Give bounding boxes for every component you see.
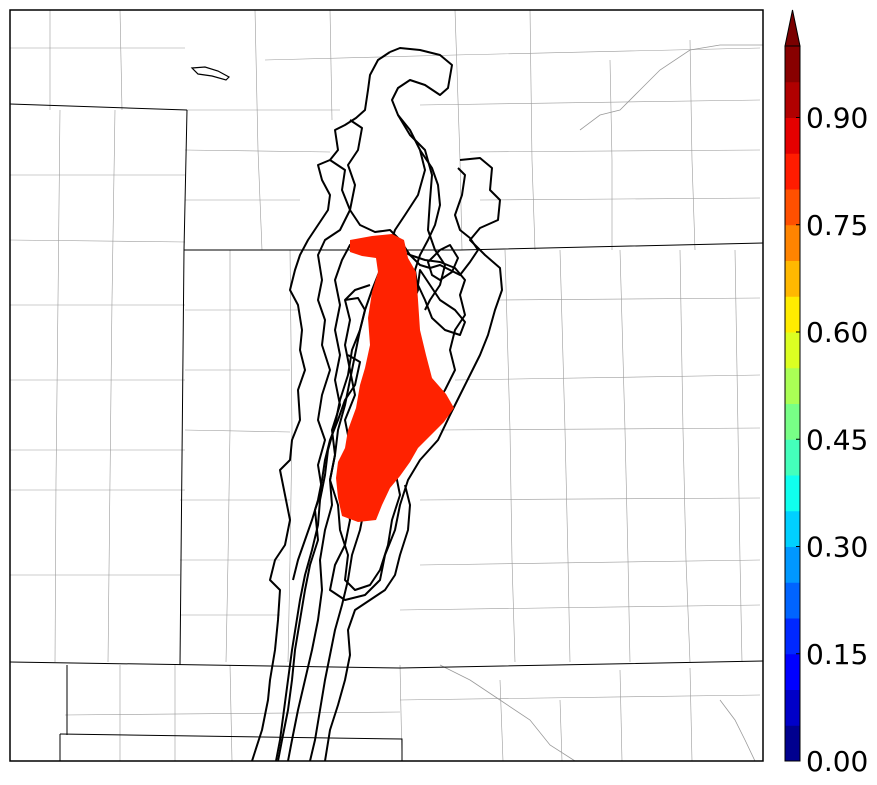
colorbar-tick-label: 0.30 (806, 531, 868, 564)
map-area (10, 10, 763, 761)
member-outline (292, 354, 361, 581)
colorbar-segment (785, 46, 800, 83)
colorbar-segment (785, 189, 800, 226)
colorbar-segment (785, 475, 800, 512)
colorbar-segment (785, 618, 800, 655)
colorbar-outline (784, 45, 801, 762)
map-frame (9, 9, 764, 762)
colorbar: 0.00 0.15 0.30 0.45 0.60 0.75 0.90 (784, 9, 868, 778)
colorbar-tick-label: 0.45 (806, 423, 868, 456)
colorbar-segment (785, 260, 800, 297)
member-outline (324, 484, 411, 761)
member-outline (389, 47, 453, 311)
colorbar-segment (785, 725, 800, 762)
colorbar-segment (785, 367, 800, 404)
colorbar-tick-label: 0.00 (806, 745, 868, 778)
member-outline (329, 159, 479, 276)
member-outline (251, 51, 391, 761)
colorbar-tick-label: 0.75 (806, 209, 868, 242)
colorbar-extend-arrow (784, 9, 801, 47)
colorbar-tick-label: 0.15 (806, 638, 868, 671)
colorbar-segment (785, 153, 800, 190)
colorbar-tick-label: 0.90 (806, 102, 868, 135)
colorbar-segment (785, 546, 800, 583)
colorbar-segment (785, 224, 800, 261)
member-outline (417, 269, 466, 336)
colorbar-segment (785, 689, 800, 726)
state-boundaries (10, 66, 763, 761)
colorbar-segment (785, 117, 800, 154)
member-outline (277, 119, 363, 761)
member-outline (329, 157, 503, 601)
colorbar-tick-label: 0.60 (806, 316, 868, 349)
colorbar-segment (785, 332, 800, 369)
probability-shaded-area (336, 234, 454, 522)
member-outline (287, 114, 426, 761)
member-outline (329, 239, 466, 591)
colorbar-segment (785, 296, 800, 333)
colorbar-segment (785, 403, 800, 440)
member-outline (275, 297, 366, 761)
colorbar-segment (785, 653, 800, 690)
county-boundaries (10, 10, 763, 761)
colorbar-segment (785, 582, 800, 619)
member-outline (427, 244, 459, 281)
colorbar-segment (785, 510, 800, 547)
colorbar-segment (785, 81, 800, 118)
colorbar-segment (785, 439, 800, 476)
